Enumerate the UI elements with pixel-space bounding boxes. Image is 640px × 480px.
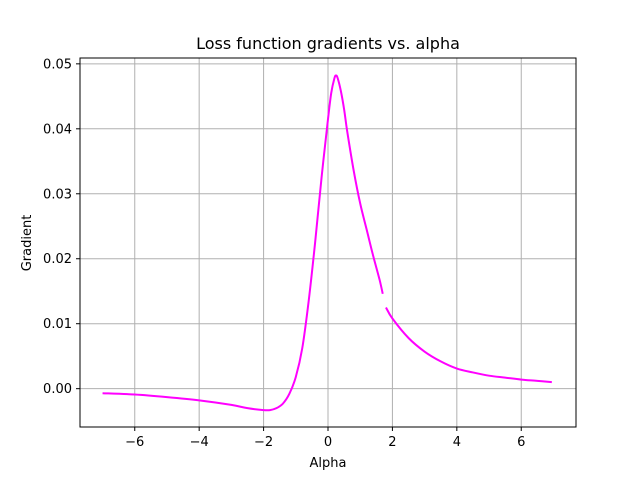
y-axis-label: Gradient — [20, 215, 35, 272]
y-tick-label: 0.00 — [43, 382, 72, 397]
x-tick-label: −2 — [254, 435, 273, 450]
x-tick-label: 6 — [517, 435, 525, 450]
plot-area — [102, 74, 552, 412]
chart-title: Loss function gradients vs. alpha — [196, 34, 460, 53]
y-tick-label: 0.03 — [43, 187, 72, 202]
gradient-line-segment-1 — [102, 74, 384, 412]
y-axis: 0.00 0.01 0.02 0.03 0.04 0.05 — [43, 57, 80, 397]
y-tick-label: 0.02 — [43, 252, 72, 267]
x-axis: −6 −4 −2 0 2 4 6 — [125, 427, 525, 450]
y-tick-label: 0.01 — [43, 317, 72, 332]
x-tick-label: 4 — [453, 435, 461, 450]
gradient-line-segment-2 — [385, 306, 552, 384]
x-tick-label: −6 — [125, 435, 144, 450]
grid — [80, 58, 576, 427]
x-tick-label: 2 — [388, 435, 396, 450]
x-axis-label: Alpha — [310, 456, 347, 471]
y-tick-label: 0.04 — [43, 122, 72, 137]
x-tick-label: 0 — [324, 435, 332, 450]
x-tick-label: −4 — [190, 435, 209, 450]
y-tick-label: 0.05 — [43, 57, 72, 72]
